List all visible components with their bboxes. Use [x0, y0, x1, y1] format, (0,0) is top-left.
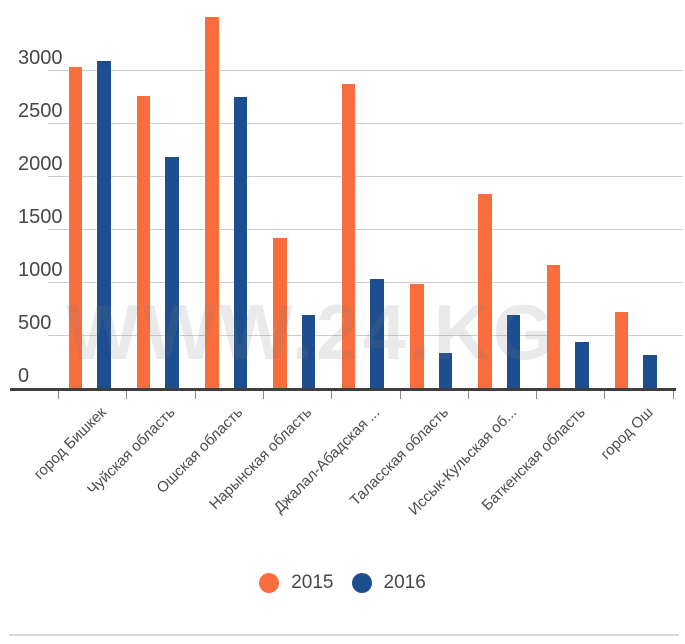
bar-2016: [233, 96, 248, 389]
gridline: [48, 229, 683, 231]
bar-2016: [643, 355, 657, 389]
x-axis-line: [10, 388, 676, 391]
bar-2016: [301, 314, 316, 389]
x-axis-label-text: город Ош: [597, 404, 657, 464]
legend-item-2016: 2016: [351, 572, 426, 594]
y-axis-label: 1500: [18, 206, 63, 229]
x-axis-tick: [604, 391, 606, 399]
gridline: [48, 70, 683, 72]
y-axis-label: 500: [18, 312, 52, 335]
bar-2016: [370, 278, 384, 389]
bar-2015: [273, 237, 287, 389]
gridlines: [48, 0, 683, 389]
x-axis-labels: город Бишкек Чуйская область Ошская област…: [31, 404, 657, 519]
gridline: [48, 176, 683, 178]
x-axis-tick: [467, 391, 469, 399]
legend-label: 2016: [383, 572, 426, 593]
legend-label: 2015: [291, 572, 334, 593]
x-axis-tick: [126, 391, 128, 399]
gridline: [48, 123, 683, 125]
bar-2016: [438, 353, 452, 389]
gridline: [48, 282, 683, 284]
bar-2016: [506, 314, 521, 389]
legend-item-2015: 2015: [259, 572, 334, 594]
x-axis-tick: [194, 391, 196, 399]
bar-2016: [575, 342, 589, 389]
bar-chart: 0 500 1000 1500 2000 2500 3000 город Бишкек Чуй…: [0, 0, 683, 519]
x-axis-tick: [331, 391, 333, 399]
bar-2015: [136, 95, 151, 389]
plot-area: [58, 0, 674, 389]
gridline: [48, 335, 683, 337]
x-axis-tick: [672, 391, 674, 399]
y-axis-labels: 0 500 1000 1500 2000 2500 3000: [0, 0, 63, 389]
y-axis-label: 2000: [18, 153, 63, 176]
x-axis-tick: [262, 391, 264, 399]
y-axis-label: 3000: [18, 47, 63, 70]
x-axis-tick: [536, 391, 538, 399]
y-axis-label: 0: [18, 365, 30, 387]
bar-2015: [410, 284, 424, 389]
legend-swatch-icon: [351, 573, 372, 593]
x-axis-tick: [58, 391, 59, 399]
y-axis-label: 2500: [18, 100, 63, 123]
legend-swatch-icon: [259, 573, 280, 593]
legend: 2015 2016: [0, 572, 685, 594]
y-axis-label: 1000: [18, 259, 63, 282]
x-axis-tick: [399, 391, 401, 399]
bar-2015: [205, 17, 219, 389]
bar-2015: [68, 67, 82, 389]
bar-2016: [165, 157, 179, 389]
bar-2015: [546, 265, 561, 389]
bottom-divider: [9, 634, 679, 636]
bar-2015: [478, 194, 492, 389]
bar-2016: [97, 60, 111, 389]
bar-2015: [341, 84, 356, 389]
bar-2015: [614, 311, 629, 389]
